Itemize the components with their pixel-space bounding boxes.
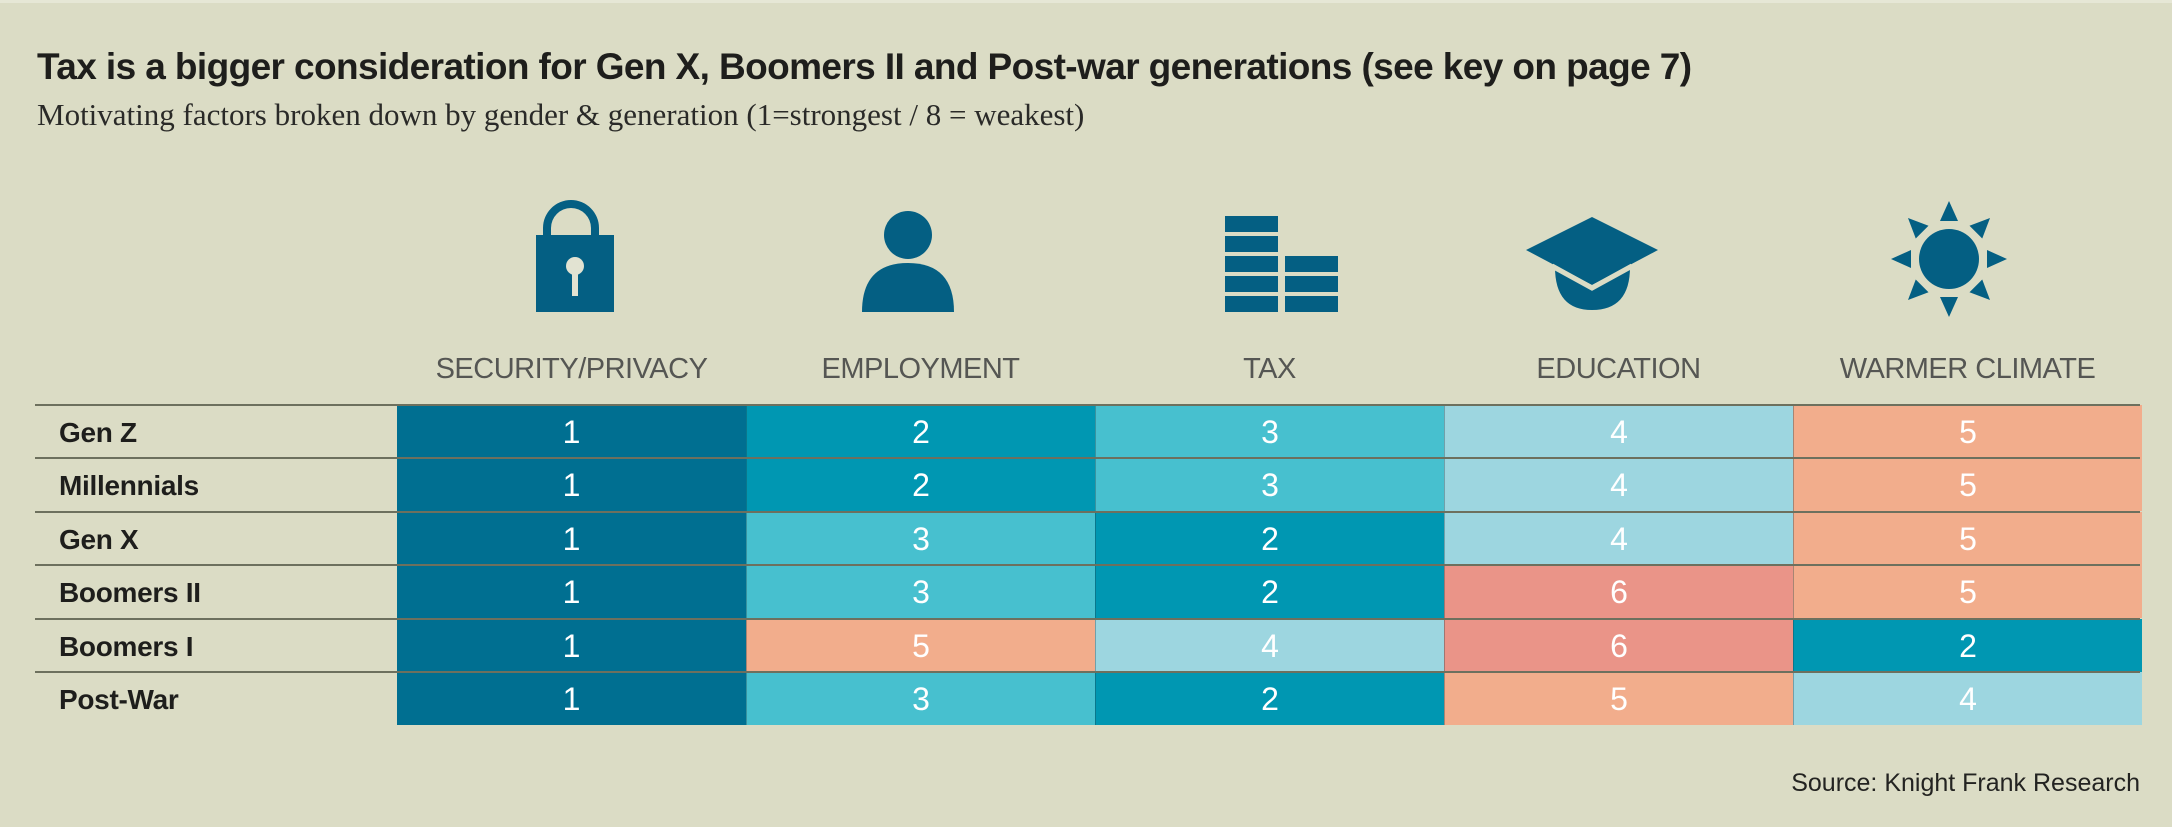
rank-cell-security-privacy: 1 <box>397 458 746 512</box>
row-divider <box>35 564 2140 567</box>
rank-cell-employment: 3 <box>746 565 1095 619</box>
top-strip <box>0 0 2172 3</box>
graduation-cap-icon <box>1444 190 1793 330</box>
rank-cell-education: 5 <box>1444 672 1793 725</box>
rank-cell-employment: 5 <box>746 618 1095 672</box>
row-label: Millennials <box>59 470 199 502</box>
rank-cell-tax: 2 <box>1095 672 1444 725</box>
rank-cell-employment: 3 <box>746 511 1095 565</box>
rank-cell-tax: 2 <box>1095 511 1444 565</box>
rank-cell-education: 6 <box>1444 565 1793 619</box>
rank-cell-warmer-climate: 5 <box>1793 565 2142 619</box>
rank-cell-security-privacy: 1 <box>397 565 746 619</box>
rank-cell-warmer-climate: 5 <box>1793 511 2142 565</box>
rank-cell-warmer-climate: 5 <box>1793 458 2142 512</box>
rank-cell-education: 4 <box>1444 405 1793 458</box>
rank-cell-warmer-climate: 5 <box>1793 405 2142 458</box>
rank-cell-warmer-climate: 2 <box>1793 618 2142 672</box>
row-label: Gen Z <box>59 417 137 448</box>
rank-cell-education: 6 <box>1444 618 1793 672</box>
row-divider <box>35 671 2140 673</box>
rank-cell-employment: 2 <box>746 405 1095 458</box>
rank-cell-education: 4 <box>1444 511 1793 565</box>
lock-icon <box>397 190 746 330</box>
table-row-post-war: Post-War 1 3 2 5 4 <box>35 672 2142 725</box>
rank-cell-security-privacy: 1 <box>397 618 746 672</box>
rank-cell-employment: 3 <box>746 672 1095 725</box>
rank-cell-employment: 2 <box>746 458 1095 512</box>
rank-cell-tax: 2 <box>1095 565 1444 619</box>
rank-cell-security-privacy: 1 <box>397 405 746 458</box>
rank-cell-security-privacy: 1 <box>397 511 746 565</box>
source-note: Source: Knight Frank Research <box>1791 769 2140 797</box>
column-header-tax: TAX <box>1243 353 1296 385</box>
row-label: Post-War <box>59 684 179 715</box>
row-divider <box>35 510 2140 513</box>
rank-cell-warmer-climate: 4 <box>1793 672 2142 725</box>
column-header-employment: EMPLOYMENT <box>821 353 1020 385</box>
column-header-warmer-climate: WARMER CLIMATE <box>1839 353 2096 385</box>
chart-title: Tax is a bigger consideration for Gen X,… <box>37 46 1692 87</box>
coin-stacks-icon <box>1095 190 1444 330</box>
rank-cell-education: 4 <box>1444 458 1793 512</box>
column-header-security-privacy: SECURITY/PRIVACY <box>435 353 708 385</box>
rank-cell-tax: 3 <box>1095 458 1444 512</box>
row-divider <box>35 404 2140 406</box>
sun-icon <box>1793 190 2142 330</box>
row-divider <box>35 617 2140 620</box>
column-header-education: EDUCATION <box>1536 353 1701 385</box>
table-row-millennials: Millennials 1 2 3 4 5 <box>35 458 2142 512</box>
rank-cell-security-privacy: 1 <box>397 672 746 725</box>
row-divider <box>35 457 2140 460</box>
person-icon <box>746 190 1095 330</box>
rank-cell-tax: 4 <box>1095 618 1444 672</box>
rank-cell-tax: 3 <box>1095 405 1444 458</box>
row-label: Boomers I <box>59 630 194 662</box>
row-label: Boomers II <box>59 577 201 609</box>
chart-subtitle: Motivating factors broken down by gender… <box>37 97 1085 132</box>
row-label: Gen X <box>59 523 139 555</box>
table-row-boomers-ii: Boomers II 1 3 2 6 5 <box>35 565 2142 619</box>
